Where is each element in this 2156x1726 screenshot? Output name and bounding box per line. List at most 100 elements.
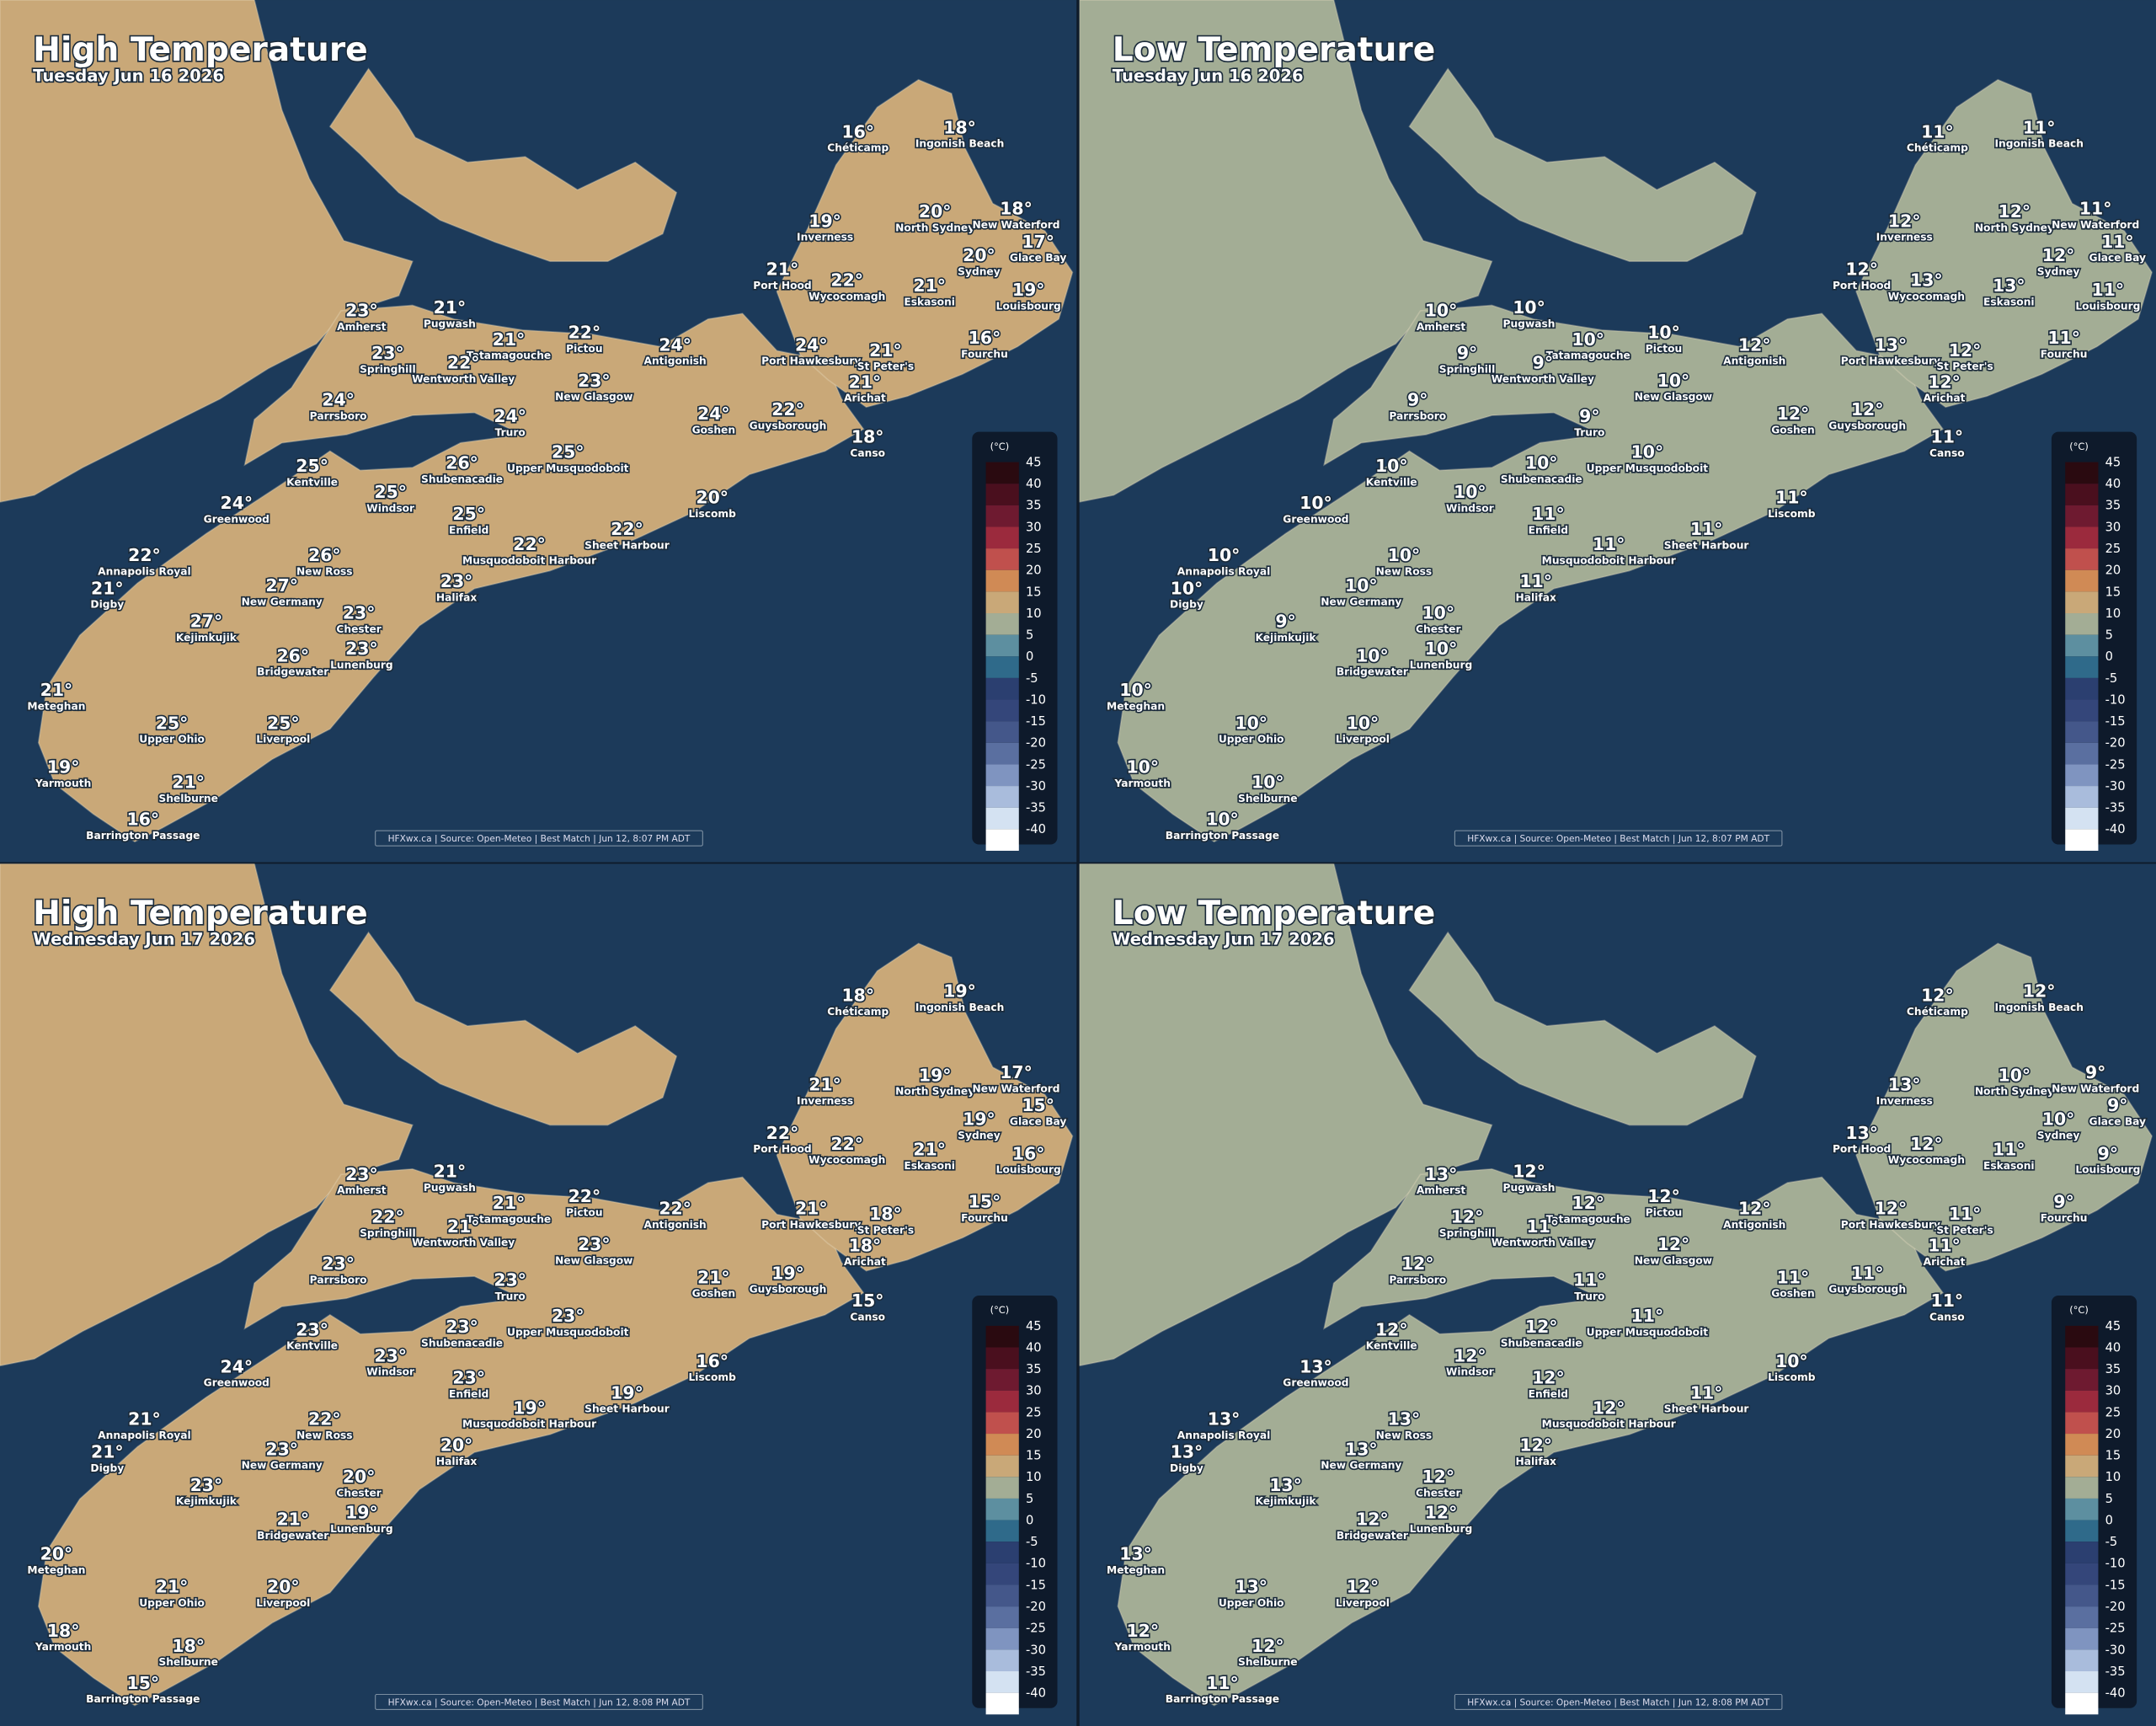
legend-value: 25 bbox=[1026, 1405, 1042, 1419]
town-name: Yarmouth bbox=[35, 778, 91, 789]
town-name: Inverness bbox=[1876, 232, 1933, 243]
legend: (°C) 45 40 35 30 25 20 15 10 5 0 -5 -10 -15 -20 -25 -30 -… bbox=[2051, 431, 2137, 851]
town-temperature: 12° bbox=[1422, 1467, 1454, 1487]
town-temperature: 10° bbox=[1572, 329, 1604, 350]
town-temperature: 25° bbox=[267, 713, 300, 733]
town-temperature: 11° bbox=[1777, 1267, 1810, 1287]
town-temperature: 18° bbox=[851, 427, 884, 447]
town-temperature: 19° bbox=[808, 211, 841, 231]
town-name: Yarmouth bbox=[1114, 778, 1171, 789]
town-temperature: 11° bbox=[2079, 199, 2112, 219]
town-temperature: 22° bbox=[128, 545, 161, 565]
town-name: Fourchu bbox=[2041, 1212, 2088, 1224]
town-name: Pictou bbox=[1646, 1206, 1682, 1218]
legend-value: -25 bbox=[1026, 1622, 1046, 1636]
town-name: Ingonish Beach bbox=[1995, 1002, 2084, 1013]
town-temperature: 19° bbox=[1012, 280, 1045, 300]
legend-value: -15 bbox=[2105, 1578, 2126, 1592]
town-name: Goshen bbox=[692, 424, 735, 436]
town-temperature: 12° bbox=[1425, 1502, 1458, 1522]
town-name: Pugwash bbox=[424, 318, 476, 330]
town-name: Lunenburg bbox=[1410, 1523, 1472, 1535]
town-temperature: 12° bbox=[1845, 259, 1878, 280]
town-temperature: 11° bbox=[2101, 232, 2134, 252]
town-name: Pictou bbox=[566, 1206, 602, 1218]
town-name: Wycocomagh bbox=[1888, 1154, 1965, 1166]
town-name: Chester bbox=[1416, 623, 1460, 635]
town-name: Kejimkujik bbox=[176, 1495, 237, 1507]
town-name: Louisbourg bbox=[2075, 1164, 2140, 1176]
town-name: Tatamagouche bbox=[1546, 350, 1630, 361]
town-temperature: 10° bbox=[1513, 297, 1545, 318]
legend-value: 15 bbox=[1026, 585, 1042, 599]
legend-swatch bbox=[2065, 1347, 2099, 1370]
town-temperature: 12° bbox=[2042, 245, 2075, 265]
town-temperature: 11° bbox=[1851, 1263, 1884, 1283]
town-name: Tatamagouche bbox=[467, 350, 551, 361]
legend-swatch bbox=[2065, 1627, 2099, 1650]
town-temperature: 23° bbox=[552, 1306, 584, 1326]
town-temperature: 12° bbox=[1375, 1319, 1408, 1339]
town-temperature: 21° bbox=[795, 1199, 828, 1219]
town-temperature: 20° bbox=[696, 488, 728, 508]
legend-value: -5 bbox=[1026, 671, 1038, 686]
town-name: Windsor bbox=[1446, 1366, 1494, 1378]
legend-value: 10 bbox=[2105, 607, 2121, 621]
legend-unit: (°C) bbox=[2069, 441, 2089, 452]
town-name: Windsor bbox=[366, 502, 414, 514]
legend-value: 0 bbox=[2105, 1513, 2113, 1527]
town-temperature: 9° bbox=[1407, 390, 1428, 410]
town-name: Pictou bbox=[566, 343, 602, 355]
legend-swatch bbox=[2065, 1434, 2099, 1456]
legend-value: -20 bbox=[1026, 736, 1046, 751]
town-name: Ingonish Beach bbox=[1995, 138, 2084, 150]
town-temperature: 11° bbox=[1519, 571, 1552, 591]
town-name: New Waterford bbox=[972, 1082, 1059, 1094]
legend-swatch bbox=[985, 1455, 1019, 1478]
town-temperature: 22° bbox=[611, 519, 643, 539]
legend-swatch bbox=[985, 569, 1019, 592]
town-name: Antigonish bbox=[1723, 355, 1785, 367]
town-temperature: 22° bbox=[771, 399, 804, 419]
town-temperature: 10° bbox=[1775, 1351, 1808, 1371]
town-name: Eskasoni bbox=[904, 1160, 955, 1172]
town-name: Pugwash bbox=[1503, 1182, 1556, 1194]
town-temperature: 16° bbox=[841, 121, 874, 142]
town-temperature: 12° bbox=[1347, 1577, 1380, 1597]
map-area bbox=[1079, 0, 2156, 863]
legend-value: 35 bbox=[2105, 499, 2121, 513]
town-name: New Glasgow bbox=[1635, 391, 1712, 403]
town-name: New Ross bbox=[296, 565, 353, 577]
town-temperature: 25° bbox=[552, 442, 584, 462]
town-temperature: 11° bbox=[2023, 117, 2056, 137]
town-name: Ingonish Beach bbox=[915, 138, 1004, 150]
town-temperature: 9° bbox=[2107, 1095, 2127, 1115]
town-temperature: 23° bbox=[374, 1345, 407, 1365]
town-name: Chester bbox=[336, 1487, 381, 1499]
town-name: Tatamagouche bbox=[1546, 1213, 1630, 1225]
town-name: New Germany bbox=[1321, 1460, 1401, 1472]
legend-swatch bbox=[985, 1477, 1019, 1499]
town-name: Liverpool bbox=[1336, 734, 1390, 745]
town-name: New Germany bbox=[242, 596, 323, 607]
town-name: Kentville bbox=[1366, 476, 1417, 488]
town-temperature: 11° bbox=[1631, 1306, 1664, 1326]
town-name: Lunenburg bbox=[330, 1523, 392, 1535]
town-temperature: 11° bbox=[1206, 1673, 1239, 1693]
legend-swatch bbox=[985, 505, 1019, 527]
legend-swatch bbox=[985, 526, 1019, 549]
legend-value: 10 bbox=[1026, 1470, 1042, 1484]
legend: (°C) 45 40 35 30 25 20 15 10 5 0 -5 -10 -15 -20 -25 -30 -… bbox=[972, 1295, 1058, 1715]
town-temperature: 21° bbox=[697, 1267, 730, 1287]
town-temperature: 21° bbox=[91, 578, 124, 598]
town-name: Port Hawkesbury bbox=[761, 355, 861, 367]
legend-swatch bbox=[2065, 1671, 2099, 1693]
town-name: Canso bbox=[1929, 447, 1965, 459]
map-area bbox=[1079, 863, 2156, 1726]
legend-swatch bbox=[985, 721, 1019, 743]
town-temperature: 18° bbox=[172, 1636, 205, 1656]
town-temperature: 24° bbox=[795, 334, 828, 355]
town-name: Wentworth Valley bbox=[1492, 1237, 1594, 1248]
town-temperature: 9° bbox=[1457, 343, 1477, 363]
legend-value: 15 bbox=[2105, 1449, 2121, 1463]
